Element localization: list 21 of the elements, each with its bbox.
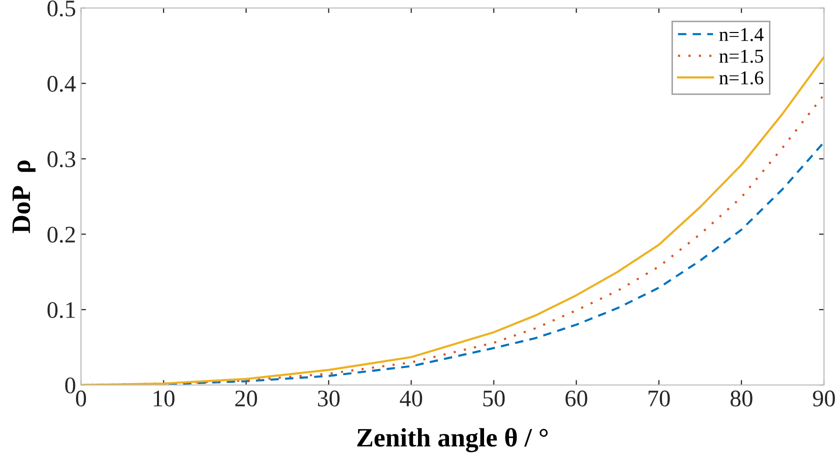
x-tick-label: 90 [812,390,835,406]
x-tick-label: 70 [648,390,670,406]
y-tick-label: 0.4 [48,76,76,92]
y-tick-label: 0.2 [48,226,75,243]
y-tick-label: 0.1 [48,302,75,318]
x-tick-label: 40 [400,390,422,406]
x-tick-label: 50 [483,390,505,406]
x-axis-title: Zenith angle θ / ° [357,428,548,452]
x-tick-label: 80 [730,390,752,406]
legend-label: n=1.6 [719,71,764,84]
x-tick-label: 60 [566,390,588,406]
y-tick-label: 0.3 [48,151,76,168]
legend-label: n=1.4 [719,28,764,42]
x-tick-label: 10 [154,390,174,406]
y-axis-title: DoP ρ [12,160,36,234]
x-tick-label: 20 [235,390,258,406]
x-tick-label: 30 [318,390,340,406]
x-tick-label: 0 [76,390,86,406]
y-tick-label: 0 [65,377,76,394]
y-tick-label: 0.5 [48,0,76,17]
legend-label: n=1.5 [719,50,764,63]
